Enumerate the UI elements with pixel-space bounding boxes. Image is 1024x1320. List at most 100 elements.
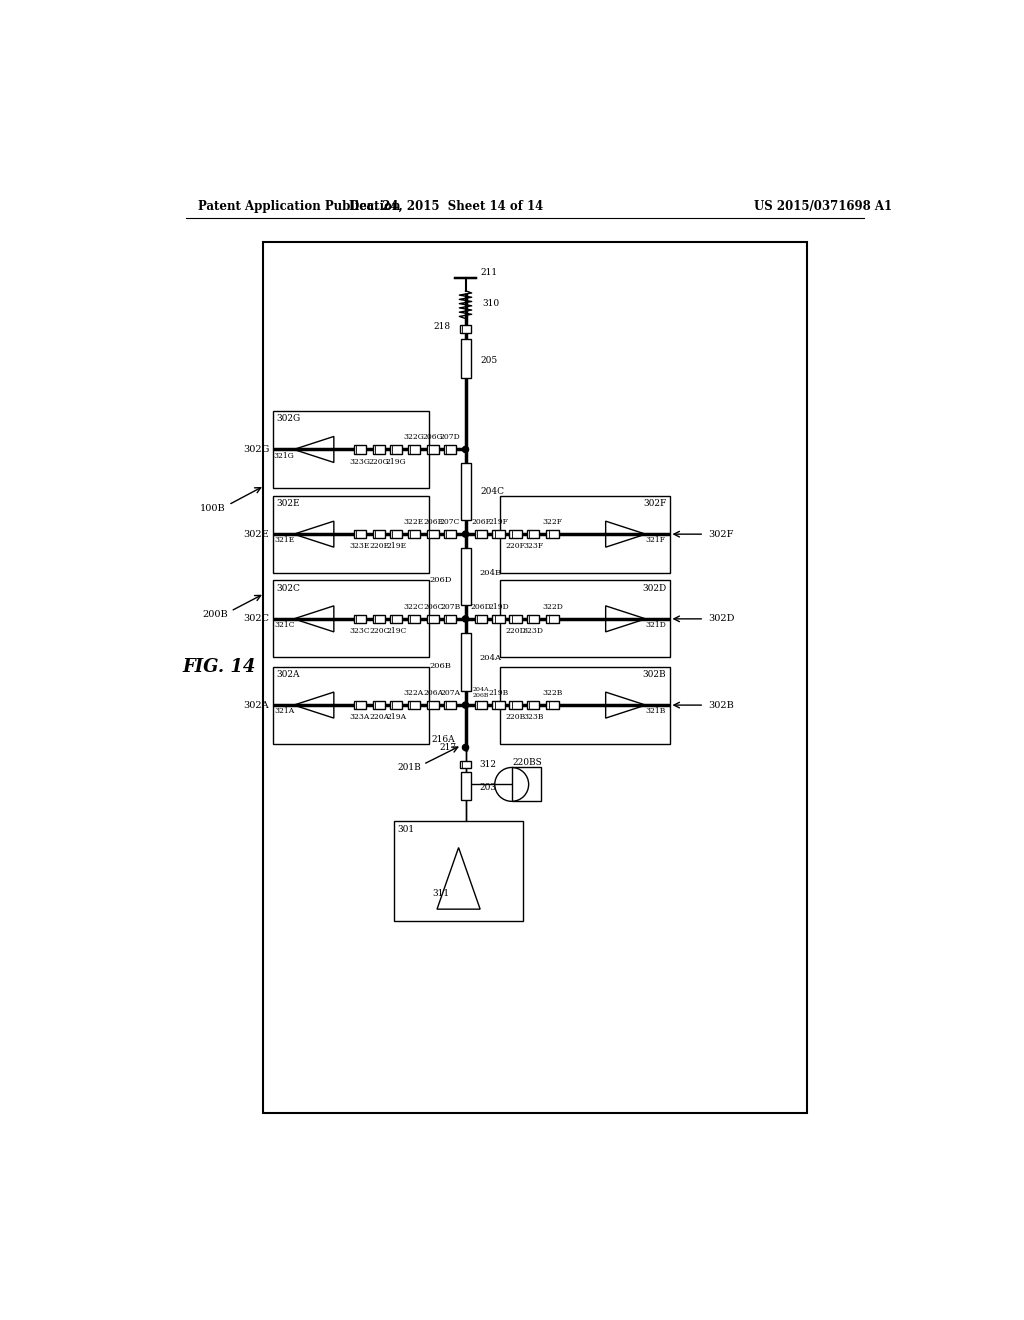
Bar — [273, 496, 429, 573]
Bar — [354, 701, 367, 709]
Bar — [273, 667, 429, 743]
Text: 302G: 302G — [243, 445, 269, 454]
Bar — [493, 529, 505, 539]
Text: 321G: 321G — [273, 451, 295, 459]
Text: 211: 211 — [481, 268, 498, 277]
Text: FIG. 14: FIG. 14 — [183, 657, 256, 676]
Bar — [461, 339, 470, 378]
Text: 302B: 302B — [643, 669, 667, 678]
Text: 323G: 323G — [349, 458, 371, 466]
Text: 321E: 321E — [274, 536, 295, 544]
Text: 219D: 219D — [488, 602, 509, 611]
Text: 217: 217 — [439, 743, 457, 752]
Text: 302D: 302D — [642, 583, 667, 593]
Text: 219E: 219E — [386, 543, 407, 550]
Text: 216A: 216A — [431, 735, 455, 744]
Text: 323B: 323B — [523, 713, 544, 722]
Text: 204C: 204C — [481, 487, 505, 496]
Bar — [427, 445, 439, 454]
Text: 206F: 206F — [471, 517, 490, 525]
Bar — [408, 701, 420, 709]
Bar — [509, 529, 521, 539]
Bar — [547, 529, 559, 539]
Text: 220E: 220E — [370, 543, 389, 550]
Bar — [354, 529, 367, 539]
Bar — [461, 548, 470, 605]
Text: 207B: 207B — [440, 602, 460, 611]
Bar — [263, 242, 807, 1113]
Text: 206E: 206E — [423, 517, 443, 525]
Text: 321B: 321B — [645, 708, 666, 715]
Bar — [547, 701, 559, 709]
Bar — [394, 821, 523, 921]
Text: 219B: 219B — [488, 689, 509, 697]
Bar — [475, 529, 487, 539]
Text: 312: 312 — [479, 760, 497, 768]
Text: 204B: 204B — [479, 569, 502, 577]
Circle shape — [463, 744, 469, 751]
Text: 323A: 323A — [350, 713, 371, 722]
Text: 207D: 207D — [439, 433, 461, 441]
Text: 302A: 302A — [244, 701, 269, 710]
Circle shape — [463, 446, 469, 453]
Text: 310: 310 — [482, 298, 500, 308]
Text: 302F: 302F — [643, 499, 667, 508]
Text: 322G: 322G — [403, 433, 424, 441]
Text: 220D: 220D — [505, 627, 526, 635]
Bar — [390, 445, 402, 454]
Bar — [493, 701, 505, 709]
Bar — [460, 760, 471, 768]
Text: 220A: 220A — [370, 713, 389, 722]
Bar — [527, 615, 540, 623]
Text: 321C: 321C — [274, 620, 295, 630]
Text: 206D: 206D — [471, 602, 492, 611]
Bar — [390, 701, 402, 709]
Text: 322D: 322D — [542, 602, 563, 611]
Text: 322B: 322B — [543, 689, 563, 697]
Bar — [444, 701, 457, 709]
Bar — [373, 445, 385, 454]
Text: 322A: 322A — [403, 689, 424, 697]
Bar — [509, 701, 521, 709]
Text: 200B: 200B — [203, 610, 228, 619]
Text: 207A: 207A — [440, 689, 460, 697]
Text: 204A: 204A — [479, 655, 502, 663]
Bar — [273, 581, 429, 657]
Circle shape — [463, 615, 469, 622]
Bar — [475, 615, 487, 623]
Bar — [354, 445, 367, 454]
Bar — [461, 463, 470, 520]
Text: 302E: 302E — [276, 499, 300, 508]
Text: 323F: 323F — [523, 543, 544, 550]
Text: 206A: 206A — [423, 689, 443, 697]
Text: 302G: 302G — [276, 414, 300, 424]
Text: Patent Application Publication: Patent Application Publication — [199, 199, 400, 213]
Bar — [547, 615, 559, 623]
Text: 321A: 321A — [274, 708, 295, 715]
Bar — [273, 411, 429, 488]
Text: 100B: 100B — [201, 504, 226, 513]
Bar — [427, 701, 439, 709]
Bar — [509, 615, 521, 623]
Bar — [475, 701, 487, 709]
Bar — [408, 445, 420, 454]
Text: 322E: 322E — [403, 517, 424, 525]
Bar — [460, 326, 471, 333]
Text: 207C: 207C — [440, 517, 461, 525]
Text: 206C: 206C — [423, 602, 443, 611]
Bar — [493, 615, 505, 623]
Bar — [427, 529, 439, 539]
Bar — [500, 496, 670, 573]
Text: 205: 205 — [481, 355, 498, 364]
Text: 323C: 323C — [350, 627, 371, 635]
Text: 218: 218 — [433, 322, 451, 331]
Text: 302E: 302E — [244, 529, 269, 539]
Text: 302D: 302D — [708, 614, 734, 623]
Text: 220G: 220G — [369, 458, 389, 466]
Text: 302F: 302F — [708, 529, 733, 539]
Text: 219G: 219G — [386, 458, 407, 466]
Text: Dec. 24, 2015  Sheet 14 of 14: Dec. 24, 2015 Sheet 14 of 14 — [349, 199, 544, 213]
Text: 322F: 322F — [543, 517, 562, 525]
Text: 220B: 220B — [506, 713, 525, 722]
Text: 220F: 220F — [506, 543, 525, 550]
